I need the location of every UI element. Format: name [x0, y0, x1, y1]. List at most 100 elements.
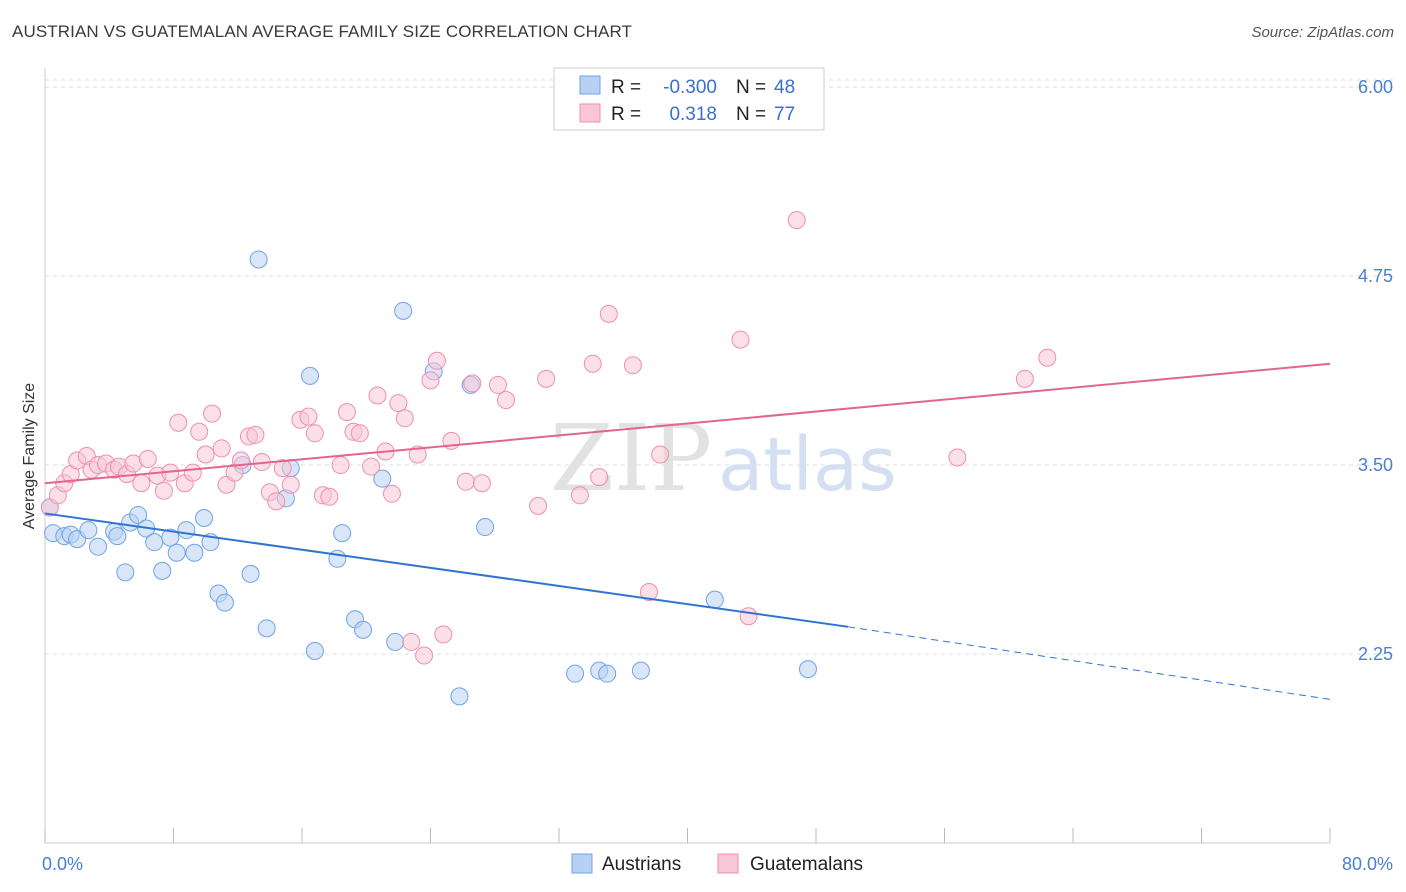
- guatemalan-point-13: [132, 474, 151, 493]
- series-legend: Austrians Guatemalans: [571, 853, 863, 875]
- guatemalan-point-37: [305, 424, 324, 443]
- guatemalan-point-62: [529, 496, 548, 515]
- guatemalan-point-60: [488, 375, 507, 394]
- guatemalan-point-59: [472, 474, 491, 493]
- austrian-point-18: [195, 508, 214, 527]
- austrians-trend-line: [44, 512, 849, 628]
- austrian-point-41: [566, 664, 585, 683]
- legend-n-value-2: 77: [774, 104, 795, 125]
- x-tick-label-1: 80.0%: [1342, 854, 1393, 874]
- axes: [44, 68, 1331, 844]
- guatemalan-point-58: [463, 374, 482, 393]
- guatemalan-point-20: [183, 463, 202, 482]
- austrian-point-29: [305, 642, 324, 661]
- guatemalan-point-66: [590, 468, 609, 487]
- correlation-legend: R = -0.300 N = 48 R = 0.318 N = 77: [553, 67, 825, 131]
- guatemalan-point-49: [395, 409, 414, 428]
- austrian-point-33: [354, 620, 373, 639]
- legend-swatch-austrians: [579, 75, 601, 95]
- austrian-point-34: [373, 469, 392, 488]
- y-tick-label-1: 3.50: [1358, 455, 1393, 475]
- austrian-point-7: [108, 527, 127, 546]
- watermark-atlas: atlas: [718, 422, 897, 508]
- guatemalan-point-55: [434, 625, 453, 644]
- guatemalan-point-64: [570, 486, 589, 505]
- guatemalan-point-29: [246, 425, 265, 444]
- guatemalan-point-44: [362, 457, 381, 476]
- austrian-point-23: [241, 564, 260, 583]
- guatemalan-point-41: [337, 403, 356, 422]
- guatemalan-point-75: [1015, 369, 1034, 388]
- bottom-legend-guatemalans: Guatemalans: [750, 854, 863, 875]
- guatemalan-point-69: [639, 583, 658, 602]
- guatemalan-point-51: [408, 445, 427, 464]
- austrian-point-46: [798, 660, 817, 679]
- guatemalan-point-54: [427, 351, 446, 370]
- guatemalan-point-67: [599, 304, 618, 323]
- chart-title: AUSTRIAN VS GUATEMALAN AVERAGE FAMILY SI…: [12, 22, 633, 41]
- austrian-point-4: [79, 521, 98, 540]
- guatemalan-point-33: [273, 459, 292, 478]
- guatemalan-point-70: [651, 445, 670, 464]
- austrian-point-8: [116, 563, 135, 582]
- austrian-point-31: [333, 524, 352, 543]
- y-axis-label: Average Family Size: [21, 383, 38, 530]
- austrian-point-36: [394, 301, 413, 320]
- austrian-point-13: [153, 561, 172, 580]
- legend-n-label-2: N =: [736, 104, 766, 125]
- guatemalan-point-16: [154, 481, 173, 500]
- bottom-legend-swatch-guatemalans: [717, 853, 739, 874]
- guatemalan-point-24: [212, 439, 231, 458]
- guatemalan-point-48: [389, 394, 408, 413]
- y-tick-label-0: 2.25: [1358, 644, 1393, 664]
- austrian-point-10: [129, 505, 148, 524]
- guatemalan-point-45: [368, 386, 387, 405]
- legend-n-label-1: N =: [736, 77, 766, 98]
- guatemalan-point-72: [739, 607, 758, 626]
- austrian-point-14: [161, 528, 180, 547]
- guatemalan-point-65: [583, 354, 602, 373]
- legend-r-label-1: R =: [611, 77, 641, 98]
- austrian-point-17: [185, 543, 204, 562]
- austrian-point-38: [450, 687, 469, 706]
- bottom-legend-swatch-austrians: [571, 853, 593, 874]
- data-points: [40, 211, 1057, 706]
- guatemalan-point-63: [537, 369, 556, 388]
- guatemalan-point-18: [169, 413, 188, 432]
- austrian-point-16: [177, 521, 196, 540]
- guatemalan-point-32: [267, 492, 286, 511]
- guatemalan-point-22: [196, 445, 215, 464]
- bottom-legend-austrians: Austrians: [602, 854, 681, 875]
- guatemalan-point-40: [331, 456, 350, 475]
- trend-lines: [44, 362, 1331, 700]
- guatemalan-point-73: [787, 211, 806, 230]
- legend-n-value-1: 48: [774, 77, 795, 98]
- x-tick-label-0: 0.0%: [42, 854, 83, 874]
- legend-r-value-1: -0.300: [663, 77, 717, 98]
- source-label: Source: ZipAtlas.com: [1251, 24, 1394, 41]
- y-tick-labels: 2.25 3.50 4.75 6.00: [1358, 77, 1393, 664]
- x-tick-labels: 0.0% 80.0%: [42, 854, 1393, 874]
- guatemalan-point-39: [320, 487, 339, 506]
- austrian-point-44: [631, 661, 650, 680]
- guatemalans-trend-line: [44, 362, 1331, 485]
- guatemalan-point-50: [402, 632, 421, 651]
- austrian-point-30: [328, 549, 347, 568]
- guatemalan-point-74: [948, 448, 967, 467]
- guatemalan-point-47: [382, 484, 401, 503]
- austrian-point-24: [249, 250, 268, 269]
- guatemalan-point-52: [415, 646, 434, 665]
- austrian-point-12: [145, 533, 164, 552]
- austrian-point-25: [257, 619, 276, 638]
- austrian-point-28: [301, 366, 320, 385]
- austrian-point-45: [705, 590, 724, 609]
- guatemalan-point-76: [1038, 348, 1057, 367]
- guatemalan-point-57: [456, 472, 475, 491]
- guatemalan-point-43: [350, 424, 369, 443]
- guatemalan-point-61: [496, 391, 515, 410]
- guatemalan-point-23: [203, 404, 222, 423]
- guatemalan-point-14: [138, 450, 157, 469]
- y-tick-label-2: 4.75: [1358, 266, 1393, 286]
- y-tick-label-3: 6.00: [1358, 77, 1393, 97]
